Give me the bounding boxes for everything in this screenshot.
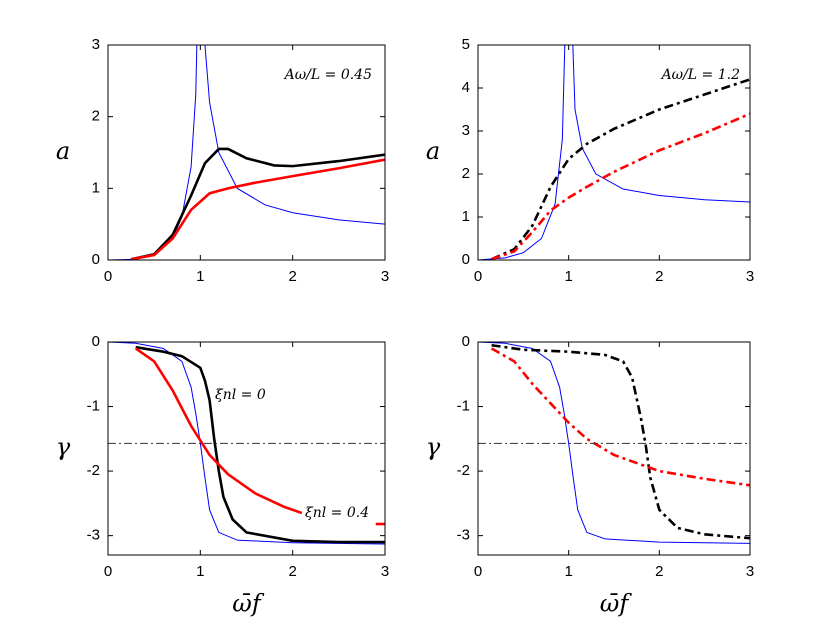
line xyxy=(134,347,303,515)
y-tick-label: -3 xyxy=(87,527,100,544)
x-tick-label: 0 xyxy=(104,268,112,285)
y-tick-label: 0 xyxy=(462,251,470,268)
axes-frame xyxy=(107,44,386,261)
line xyxy=(130,147,385,260)
y-tick-label: 3 xyxy=(462,122,470,139)
axes-frame xyxy=(107,341,386,556)
line xyxy=(478,45,750,260)
plot-area xyxy=(478,45,750,260)
line xyxy=(478,342,750,544)
line xyxy=(491,343,750,540)
line xyxy=(108,45,385,260)
y-tick-label: -2 xyxy=(87,462,100,479)
line xyxy=(491,78,750,260)
x-tick-label: 3 xyxy=(746,268,754,285)
panel: 0 1 2 3 -3 -2 -1 0 γ ω̄f xyxy=(426,333,754,618)
x-tick-label: 1 xyxy=(196,563,204,580)
annotation: ξnl = 0.4 xyxy=(305,505,369,521)
x-axis-label: ω̄f xyxy=(232,590,265,618)
x-tick-label: 2 xyxy=(655,563,663,580)
y-tick-label: 0 xyxy=(92,333,100,350)
y-tick-label: 2 xyxy=(462,165,470,182)
x-tick-label: 0 xyxy=(474,563,482,580)
annotation: ξnl = 0 xyxy=(215,387,266,403)
y-axis-label: γ xyxy=(56,433,71,461)
y-tick-label: -1 xyxy=(87,398,100,415)
y-tick-label: 5 xyxy=(462,36,470,53)
x-tick-label: 1 xyxy=(564,268,572,285)
line xyxy=(130,158,385,260)
plot-area xyxy=(108,45,385,260)
y-tick-label: 4 xyxy=(462,79,470,96)
panel: 0 1 2 3 0 1 2 3 a Aω/L = 0.45 xyxy=(56,36,389,285)
x-tick-label: 0 xyxy=(104,563,112,580)
y-tick-label: 0 xyxy=(92,251,100,268)
y-axis-label: a xyxy=(56,137,70,165)
line xyxy=(490,347,750,487)
annotation: Aω/L = 0.45 xyxy=(283,67,372,83)
y-tick-label: 1 xyxy=(92,179,100,196)
line xyxy=(135,345,385,544)
plot-area xyxy=(478,342,750,544)
panel: 0 1 2 3 0 1 2 3 4 5 a Aω/L = 1.2 xyxy=(426,36,754,285)
annotation: Aω/L = 1.2 xyxy=(660,67,741,83)
x-axis-label: ω̄f xyxy=(600,590,633,618)
x-tick-label: 1 xyxy=(564,563,572,580)
axes-frame xyxy=(477,341,751,556)
y-tick-label: -3 xyxy=(457,527,470,544)
plot-area xyxy=(108,342,385,545)
y-tick-label: -2 xyxy=(457,462,470,479)
y-tick-label: -1 xyxy=(457,398,470,415)
x-tick-label: 0 xyxy=(474,268,482,285)
x-tick-label: 2 xyxy=(288,268,296,285)
x-tick-label: 3 xyxy=(746,563,754,580)
line xyxy=(491,112,750,260)
panel: 0 1 2 3 -3 -2 -1 0 γ ω̄f ξnl = 0 ξnl = 0.4 xyxy=(56,333,389,618)
y-axis-label: γ xyxy=(426,433,441,461)
y-tick-label: 2 xyxy=(92,108,100,125)
x-tick-label: 3 xyxy=(381,563,389,580)
x-tick-label: 2 xyxy=(288,563,296,580)
x-tick-label: 3 xyxy=(381,268,389,285)
axes-frame xyxy=(477,44,751,261)
y-tick-label: 1 xyxy=(462,208,470,225)
y-tick-label: 3 xyxy=(92,36,100,53)
x-tick-label: 1 xyxy=(196,268,204,285)
y-axis-label: a xyxy=(426,137,440,165)
x-tick-label: 2 xyxy=(655,268,663,285)
y-tick-label: 0 xyxy=(462,333,470,350)
